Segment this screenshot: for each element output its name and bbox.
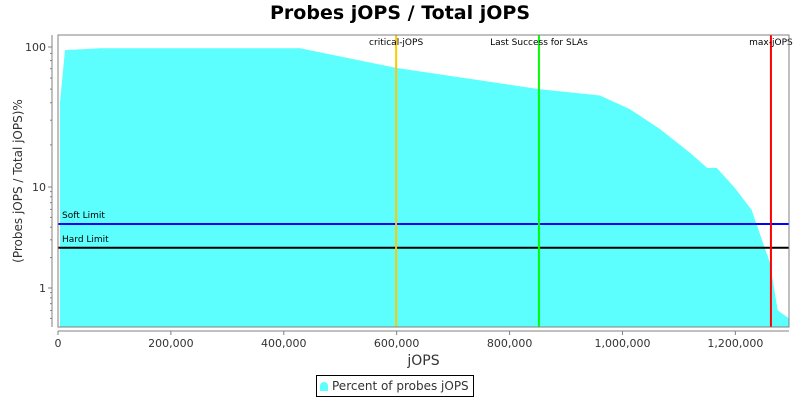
- y-tick-label: 1: [39, 282, 46, 295]
- plot-area: Soft Limit Hard Limit critical-jOPS Last Su…: [11, 34, 793, 369]
- limit-label: Hard Limit: [62, 235, 109, 245]
- area-series: [59, 48, 789, 328]
- x-tick-label: 600,000: [374, 337, 420, 350]
- marker-label: max-jOPS: [749, 38, 793, 48]
- x-tick-label: 1,000,000: [594, 337, 650, 350]
- plot-border: [57, 34, 790, 328]
- legend: Percent of probes jOPS: [316, 375, 474, 397]
- x-tick-label: 800,000: [487, 337, 533, 350]
- y-axis-label: (Probes jOPS / Total jOPS)%: [11, 99, 25, 263]
- legend-swatch-icon: [320, 381, 328, 391]
- x-tick-label: 1,200,000: [707, 337, 763, 350]
- x-axis-label: jOPS: [406, 353, 439, 369]
- y-tick-label: 10: [32, 181, 46, 194]
- y-tick-label: 100: [25, 41, 46, 54]
- legend-label: Percent of probes jOPS: [332, 379, 469, 393]
- limit-label: Soft Limit: [62, 211, 105, 221]
- chart-title: Probes jOPS / Total jOPS: [270, 2, 530, 24]
- marker-label: critical-jOPS: [369, 38, 423, 48]
- marker-label: Last Success for SLAs: [490, 38, 588, 48]
- x-tick-label: 400,000: [261, 337, 307, 350]
- x-tick-label: 200,000: [148, 337, 194, 350]
- x-tick-label: 0: [55, 337, 62, 350]
